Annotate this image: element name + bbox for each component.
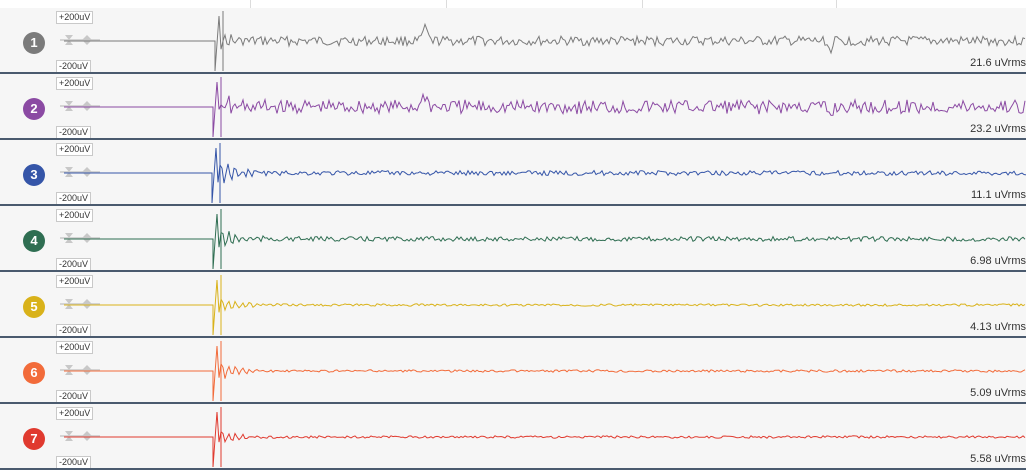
channel-row-4[interactable]: 4 +200uV -200uV 6.98 uVrms <box>0 206 1026 272</box>
trace-position-handle-icon[interactable] <box>60 231 100 245</box>
channel-separator <box>0 204 1026 206</box>
trace-position-handle-icon[interactable] <box>60 99 100 113</box>
channel-number-badge[interactable]: 2 <box>23 98 45 120</box>
scale-top-label: +200uV <box>56 275 94 288</box>
channel-rms-value: 21.6 uVrms <box>970 57 1026 69</box>
channel-rms-value: 6.98 uVrms <box>970 255 1026 267</box>
channel-rms-value: 4.13 uVrms <box>970 321 1026 333</box>
channel-number-badge[interactable]: 6 <box>23 362 45 384</box>
scale-top-label: +200uV <box>56 407 94 420</box>
channel-row-6[interactable]: 6 +200uV -200uV 5.09 uVrms <box>0 338 1026 404</box>
channel-number-badge[interactable]: 5 <box>23 296 45 318</box>
trace-position-handle-icon[interactable] <box>60 429 100 443</box>
trace-position-handle-icon[interactable] <box>60 363 100 377</box>
scale-top-label: +200uV <box>56 77 94 90</box>
channel-number-badge[interactable]: 4 <box>23 230 45 252</box>
channel-row-1[interactable]: 1 +200uV -200uV 21.6 uVrms <box>0 8 1026 74</box>
channel-separator <box>0 468 1026 470</box>
channel-row-3[interactable]: 3 +200uV -200uV 11.1 uVrms <box>0 140 1026 206</box>
channel-separator <box>0 270 1026 272</box>
scale-top-label: +200uV <box>56 11 94 24</box>
scale-top-label: +200uV <box>56 143 94 156</box>
scale-top-label: +200uV <box>56 209 94 222</box>
channel-number-badge[interactable]: 7 <box>23 428 45 450</box>
trace-position-handle-icon[interactable] <box>60 165 100 179</box>
scale-top-label: +200uV <box>56 341 94 354</box>
channel-rms-value: 23.2 uVrms <box>970 123 1026 135</box>
channel-number-badge[interactable]: 3 <box>23 164 45 186</box>
channel-row-7[interactable]: 7 +200uV -200uV 5.58 uVrms <box>0 404 1026 470</box>
channel-rms-value: 5.58 uVrms <box>970 453 1026 465</box>
channel-separator <box>0 402 1026 404</box>
channel-separator <box>0 138 1026 140</box>
channel-number-badge[interactable]: 1 <box>23 32 45 54</box>
channel-separator <box>0 336 1026 338</box>
channel-row-2[interactable]: 2 +200uV -200uV 23.2 uVrms <box>0 74 1026 140</box>
channel-row-5[interactable]: 5 +200uV -200uV 4.13 uVrms <box>0 272 1026 338</box>
trace-position-handle-icon[interactable] <box>60 297 100 311</box>
channel-rms-value: 11.1 uVrms <box>970 189 1026 201</box>
trace-position-handle-icon[interactable] <box>60 33 100 47</box>
channel-rms-value: 5.09 uVrms <box>970 387 1026 399</box>
channel-separator <box>0 72 1026 74</box>
